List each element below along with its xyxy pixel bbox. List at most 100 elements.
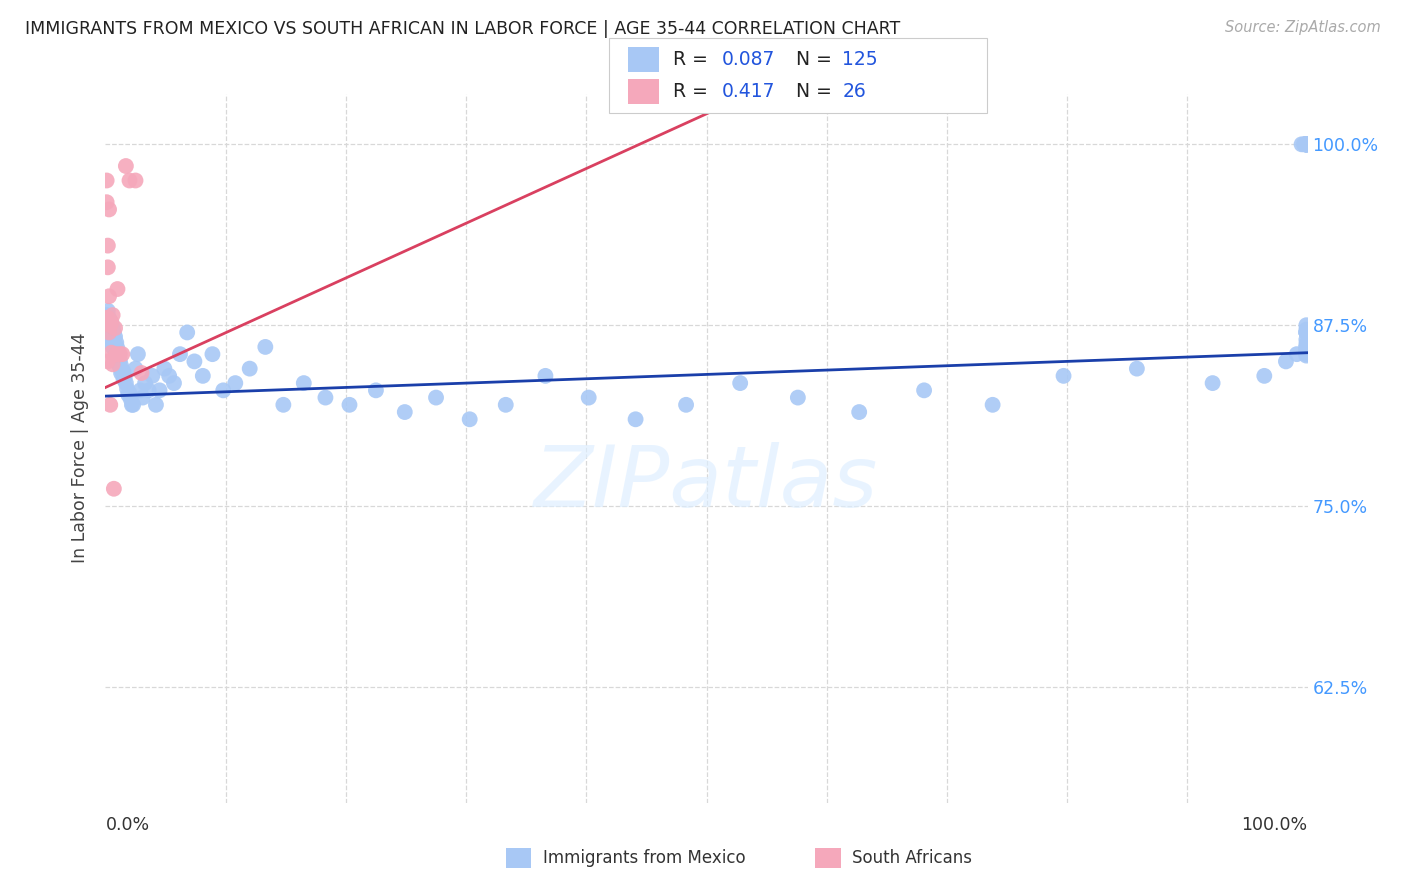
- Point: [1201, 376, 1223, 390]
- Point: [1295, 137, 1317, 152]
- Point: [1295, 137, 1317, 152]
- Point: [97, 354, 120, 368]
- Point: [118, 386, 141, 401]
- Point: [97, 303, 120, 318]
- Point: [127, 347, 149, 361]
- Point: [98, 318, 121, 333]
- Point: [98, 398, 121, 412]
- Point: [105, 347, 128, 361]
- Text: 0.417: 0.417: [721, 82, 775, 102]
- Point: [97, 310, 120, 325]
- Point: [1253, 368, 1275, 383]
- Point: [141, 368, 163, 383]
- Point: [458, 412, 481, 426]
- Point: [578, 391, 600, 405]
- Y-axis label: In Labor Force | Age 35-44: In Labor Force | Age 35-44: [72, 333, 90, 564]
- Point: [183, 354, 205, 368]
- Point: [105, 335, 128, 350]
- Point: [108, 360, 131, 375]
- Point: [224, 376, 246, 390]
- Point: [314, 391, 336, 405]
- Point: [981, 398, 1004, 412]
- Point: [495, 398, 517, 412]
- Point: [129, 384, 152, 398]
- Point: [97, 312, 120, 326]
- Point: [212, 384, 235, 398]
- Point: [104, 321, 127, 335]
- Text: Source: ZipAtlas.com: Source: ZipAtlas.com: [1225, 20, 1381, 35]
- Point: [191, 368, 214, 383]
- Point: [169, 347, 191, 361]
- Point: [101, 308, 124, 322]
- Text: 125: 125: [842, 50, 877, 70]
- Point: [912, 384, 935, 398]
- Point: [1295, 137, 1317, 152]
- Point: [1295, 137, 1317, 152]
- Point: [104, 330, 127, 344]
- Point: [1294, 137, 1316, 152]
- Point: [1295, 326, 1317, 340]
- Point: [157, 368, 180, 383]
- Point: [176, 326, 198, 340]
- Point: [100, 328, 122, 343]
- Point: [1295, 318, 1317, 333]
- Point: [115, 382, 138, 396]
- Text: South Africans: South Africans: [852, 849, 972, 867]
- Point: [98, 333, 121, 347]
- Point: [111, 347, 134, 361]
- Point: [101, 340, 124, 354]
- Point: [97, 238, 120, 252]
- Point: [105, 343, 128, 357]
- Point: [1295, 137, 1317, 152]
- Point: [100, 315, 122, 329]
- Point: [118, 173, 141, 187]
- Point: [1285, 347, 1308, 361]
- Point: [107, 349, 129, 363]
- Point: [624, 412, 647, 426]
- Point: [339, 398, 361, 412]
- Point: [1295, 343, 1317, 357]
- Point: [107, 356, 129, 370]
- Point: [124, 173, 146, 187]
- Text: 26: 26: [842, 82, 866, 102]
- Point: [107, 282, 129, 296]
- Point: [103, 338, 125, 352]
- Point: [201, 347, 224, 361]
- Point: [110, 366, 132, 380]
- Text: IMMIGRANTS FROM MEXICO VS SOUTH AFRICAN IN LABOR FORCE | AGE 35-44 CORRELATION C: IMMIGRANTS FROM MEXICO VS SOUTH AFRICAN …: [25, 20, 901, 37]
- Point: [1295, 326, 1317, 340]
- Point: [153, 361, 176, 376]
- Point: [98, 326, 121, 340]
- Point: [98, 319, 121, 334]
- Point: [848, 405, 870, 419]
- Point: [292, 376, 315, 390]
- Point: [1295, 137, 1317, 152]
- Point: [98, 317, 121, 331]
- Text: Immigrants from Mexico: Immigrants from Mexico: [543, 849, 745, 867]
- Point: [111, 365, 134, 379]
- Point: [108, 347, 131, 361]
- Point: [101, 333, 124, 347]
- Point: [394, 405, 416, 419]
- Point: [425, 391, 447, 405]
- Point: [138, 384, 160, 398]
- Point: [1291, 137, 1313, 152]
- Point: [98, 314, 121, 328]
- Point: [1292, 137, 1315, 152]
- Text: R =: R =: [673, 82, 714, 102]
- Point: [96, 314, 118, 328]
- Text: N =: N =: [796, 50, 838, 70]
- Point: [1295, 137, 1317, 152]
- Point: [100, 322, 122, 336]
- Point: [97, 322, 120, 336]
- Point: [101, 326, 124, 340]
- Point: [1295, 349, 1317, 363]
- Point: [145, 398, 167, 412]
- Point: [364, 384, 387, 398]
- Point: [98, 202, 121, 217]
- Point: [1275, 354, 1298, 368]
- Text: ZIPatlas: ZIPatlas: [534, 442, 879, 525]
- Point: [728, 376, 751, 390]
- Point: [1295, 326, 1317, 340]
- Text: N =: N =: [796, 82, 838, 102]
